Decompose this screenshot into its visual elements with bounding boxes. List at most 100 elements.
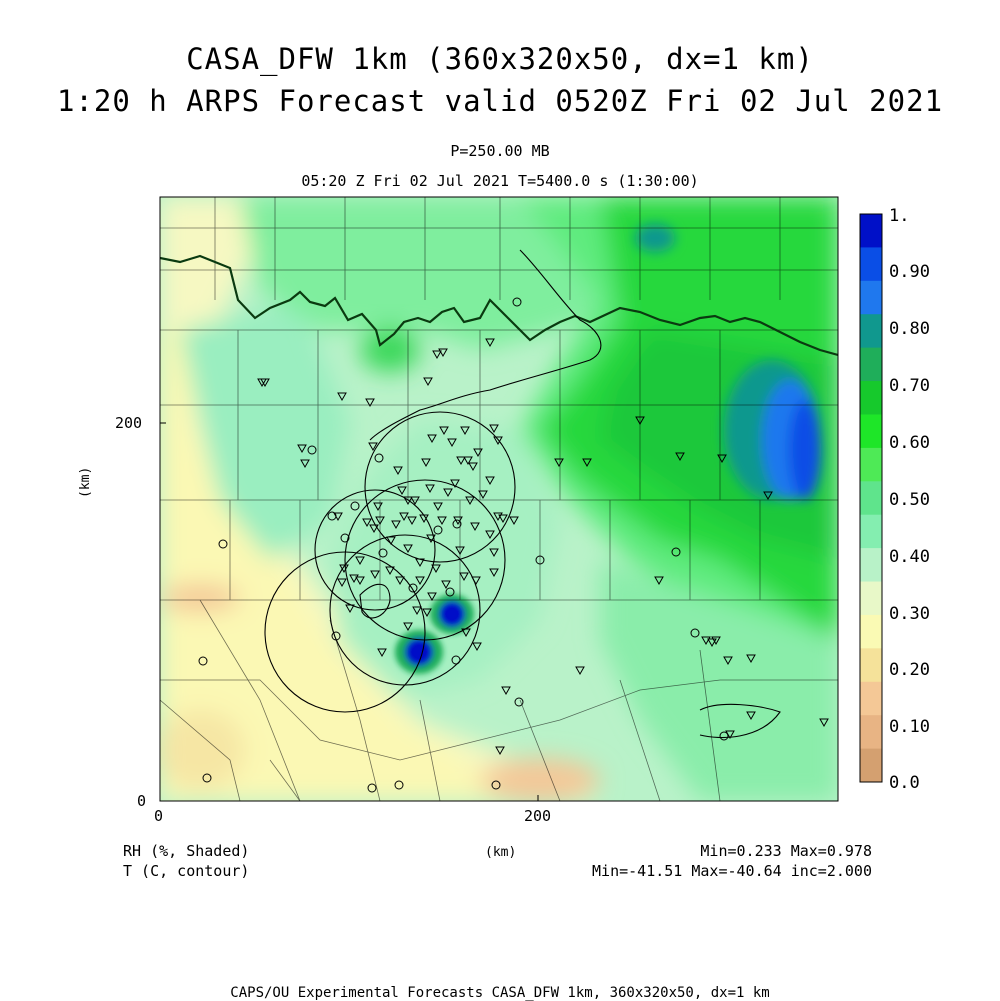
station-triangle	[463, 456, 473, 466]
colorbar-swatch	[860, 347, 882, 382]
colorbar-swatch	[860, 581, 882, 616]
station-triangle	[337, 392, 347, 402]
station-circle	[433, 525, 443, 535]
station-triangle	[362, 518, 372, 528]
station-triangle	[654, 576, 664, 586]
station-triangle	[433, 502, 443, 512]
station-triangle	[635, 416, 645, 426]
station-circle	[202, 773, 212, 783]
station-triangle	[422, 608, 432, 618]
station-triangle	[501, 686, 511, 696]
colorbar-label: 0.70	[889, 376, 930, 396]
colorbar-frame	[859, 213, 883, 783]
footer-credit: CAPS/OU Experimental Forecasts CASA_DFW …	[230, 985, 770, 1001]
station-triangle	[375, 516, 385, 526]
station-circle	[451, 655, 461, 665]
station-triangle	[260, 378, 270, 388]
station-triangle	[746, 654, 756, 664]
station-triangle	[297, 444, 307, 454]
station-triangle	[393, 466, 403, 476]
station-triangle	[439, 426, 449, 436]
colorbar-swatch	[860, 280, 882, 315]
station-triangle	[370, 570, 380, 580]
station-triangle	[498, 514, 508, 524]
rh-stats: Min=0.233 Max=0.978	[700, 842, 872, 860]
station-triangle	[365, 398, 375, 408]
station-triangle	[397, 486, 407, 496]
station-triangle	[485, 530, 495, 540]
station-triangle	[450, 479, 460, 489]
colorbar-label: 1.	[889, 206, 910, 226]
station-circle	[452, 519, 462, 529]
station-triangle	[391, 520, 401, 530]
station-triangle	[455, 546, 465, 556]
station-circle	[408, 583, 418, 593]
x-axis-label: (km)	[485, 845, 517, 860]
colorbar-label: 0.20	[889, 660, 930, 680]
station-triangle	[368, 442, 378, 452]
station-triangle	[485, 476, 495, 486]
station-triangle	[575, 666, 585, 676]
station-triangle	[582, 458, 592, 468]
station-triangle	[355, 576, 365, 586]
station-triangle	[489, 548, 499, 558]
colorbar-label: 0.50	[889, 490, 930, 510]
station-circle	[198, 656, 208, 666]
main-title: CASA_DFW 1km (360x320x50, dx=1 km)	[186, 42, 814, 76]
colorbar-label: 0.40	[889, 547, 930, 567]
station-markers	[198, 297, 829, 793]
station-triangle	[349, 574, 359, 584]
station-triangle	[386, 536, 396, 546]
station-triangle	[701, 636, 711, 646]
station-triangle	[407, 516, 417, 526]
colorbar-swatch	[860, 514, 882, 549]
y-tick-label-200: 200	[115, 414, 143, 432]
y-tick-label-0: 0	[137, 792, 147, 810]
station-triangle	[478, 490, 488, 500]
colorbar-label: 0.0	[889, 773, 920, 793]
station-triangle	[489, 424, 499, 434]
station-triangle	[415, 558, 425, 568]
colorbar-swatch	[860, 614, 882, 649]
station-triangle	[470, 522, 480, 532]
station-triangle	[373, 502, 383, 512]
station-triangle	[746, 711, 756, 721]
station-circle	[350, 501, 360, 511]
station-triangle	[300, 459, 310, 469]
station-triangle	[415, 576, 425, 586]
station-triangle	[385, 566, 395, 576]
station-triangle	[438, 348, 448, 358]
station-triangle	[473, 448, 483, 458]
station-triangle	[763, 491, 773, 501]
station-triangle	[717, 454, 727, 464]
station-triangle	[427, 592, 437, 602]
station-circle	[378, 548, 388, 558]
station-triangle	[437, 516, 447, 526]
colorbar-swatch	[860, 214, 882, 248]
station-triangle	[471, 576, 481, 586]
station-triangle	[711, 636, 721, 646]
valid-time: 05:20 Z Fri 02 Jul 2021 T=5400.0 s (1:30…	[301, 172, 699, 190]
station-triangle	[395, 576, 405, 586]
t-legend: T (C, contour)	[123, 862, 250, 880]
station-triangle	[425, 484, 435, 494]
colorbar-swatch	[860, 548, 882, 583]
y-axis-label: (km)	[78, 466, 93, 498]
station-triangle	[495, 746, 505, 756]
station-circle	[690, 628, 700, 638]
colorbar-label: 0.10	[889, 717, 930, 737]
station-triangle	[403, 496, 413, 506]
plot-frame	[159, 196, 839, 802]
station-circle	[719, 731, 729, 741]
station-triangle	[509, 516, 519, 526]
station-circle	[394, 780, 404, 790]
station-circle	[218, 539, 228, 549]
station-triangle	[419, 514, 429, 524]
station-triangle	[456, 456, 466, 466]
station-triangle	[403, 544, 413, 554]
station-triangle	[403, 622, 413, 632]
station-triangle	[460, 426, 470, 436]
colorbar-label: 0.90	[889, 262, 930, 282]
rh-shading	[160, 197, 838, 801]
